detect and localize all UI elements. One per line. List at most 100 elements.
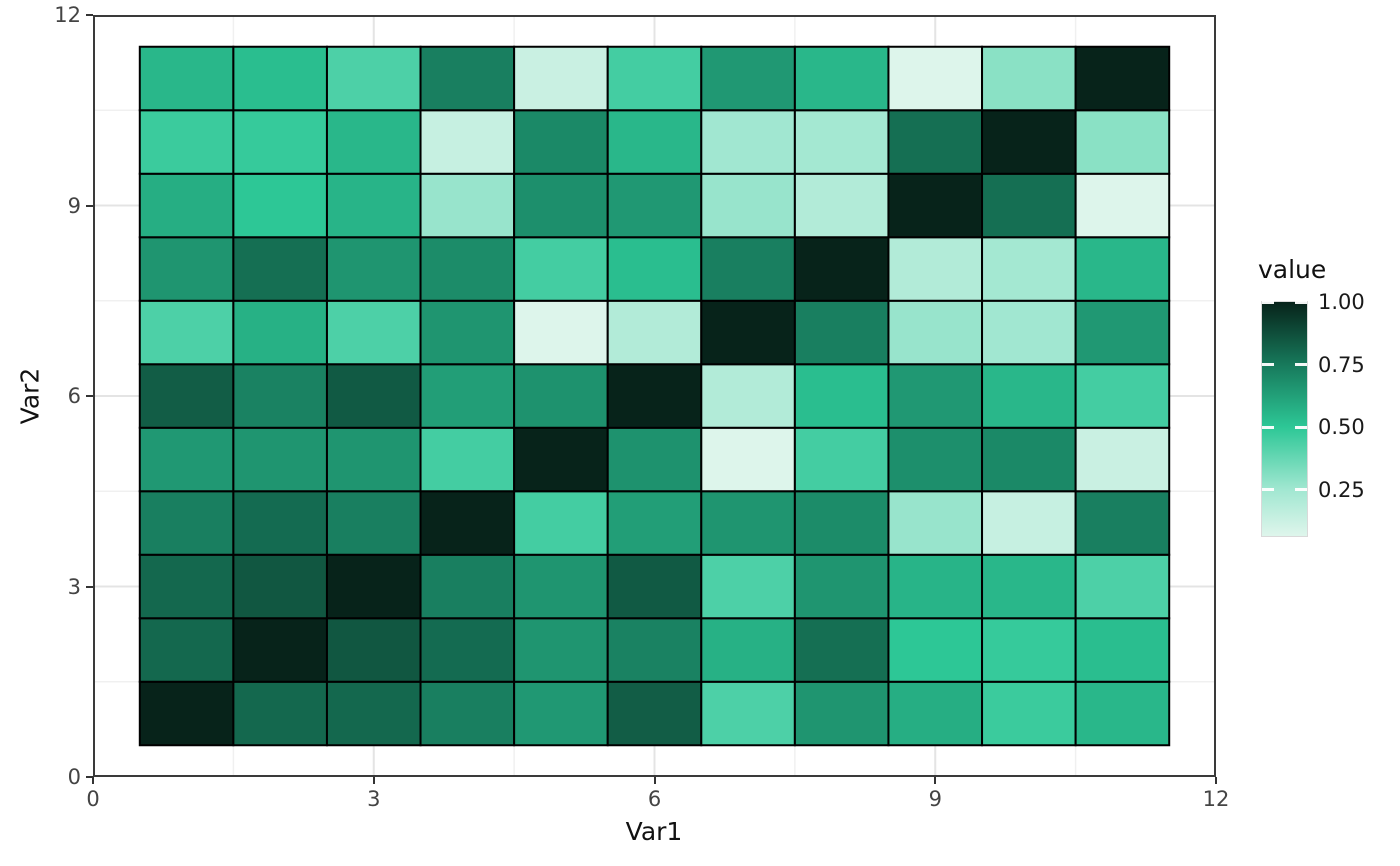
heatmap-tile bbox=[232, 299, 328, 366]
heatmap-tile bbox=[981, 553, 1077, 620]
heatmap-tile bbox=[981, 109, 1077, 175]
heatmap-tile bbox=[700, 363, 796, 429]
heatmap-tile bbox=[1074, 236, 1171, 302]
heatmap-tile bbox=[606, 45, 703, 112]
heatmap-grid bbox=[93, 15, 1216, 777]
heatmap-tile bbox=[793, 553, 890, 620]
heatmap-tile bbox=[887, 617, 984, 683]
heatmap-tile bbox=[419, 363, 516, 429]
legend-tick-mark bbox=[1262, 363, 1274, 367]
heatmap-tile bbox=[419, 45, 516, 112]
heatmap-tile bbox=[887, 363, 984, 429]
x-tick-label: 3 bbox=[367, 787, 381, 811]
heatmap-tile bbox=[513, 363, 609, 429]
x-tick-mark bbox=[934, 777, 937, 784]
heatmap-tile bbox=[325, 299, 422, 366]
heatmap-tile bbox=[887, 299, 984, 366]
heatmap-tile bbox=[981, 172, 1077, 239]
heatmap-tile bbox=[419, 299, 516, 366]
heatmap-tile bbox=[419, 172, 516, 239]
heatmap-tile bbox=[606, 299, 703, 366]
y-tick-label: 0 bbox=[67, 765, 81, 789]
heatmap-tile bbox=[887, 680, 984, 747]
heatmap-tile bbox=[606, 617, 703, 683]
heatmap-tile bbox=[513, 617, 609, 683]
heatmap-tile bbox=[138, 109, 235, 175]
legend-tick-mark bbox=[1295, 363, 1307, 367]
heatmap-tile bbox=[138, 680, 235, 747]
y-axis-title: Var2 bbox=[15, 367, 45, 425]
heatmap-tile bbox=[793, 45, 890, 112]
heatmap-tile bbox=[325, 426, 422, 493]
plot-panel bbox=[93, 15, 1216, 777]
heatmap-tile bbox=[138, 236, 235, 302]
heatmap-tile bbox=[606, 680, 703, 747]
heatmap-tile bbox=[887, 45, 984, 112]
heatmap-tile bbox=[700, 426, 796, 493]
heatmap-tile bbox=[419, 236, 516, 302]
heatmap-tile bbox=[232, 109, 328, 175]
heatmap-tile bbox=[606, 553, 703, 620]
heatmap-tile bbox=[700, 553, 796, 620]
heatmap-tile bbox=[513, 426, 609, 493]
heatmap-tile bbox=[513, 299, 609, 366]
heatmap-tile bbox=[793, 236, 890, 302]
legend-tick-label: 0.75 bbox=[1318, 352, 1365, 377]
legend-tick-label: 1.00 bbox=[1318, 290, 1365, 314]
x-axis-title: Var1 bbox=[625, 817, 683, 846]
heatmap-tile bbox=[793, 490, 890, 556]
y-tick-mark bbox=[86, 204, 93, 207]
heatmap-tile bbox=[325, 109, 422, 175]
heatmap-tile bbox=[419, 109, 516, 175]
heatmap-tile bbox=[606, 172, 703, 239]
heatmap-tile bbox=[700, 299, 796, 366]
heatmap-tile bbox=[793, 109, 890, 175]
heatmap-tile bbox=[232, 363, 328, 429]
heatmap-tile bbox=[138, 617, 235, 683]
heatmap-tile bbox=[981, 426, 1077, 493]
heatmap-tile bbox=[325, 45, 422, 112]
heatmap-tile bbox=[232, 617, 328, 683]
heatmap-tile bbox=[138, 490, 235, 556]
heatmap-tile bbox=[419, 680, 516, 747]
heatmap-tile bbox=[1074, 680, 1171, 747]
heatmap-tile bbox=[981, 45, 1077, 112]
heatmap-tile bbox=[700, 45, 796, 112]
heatmap-tile bbox=[419, 617, 516, 683]
legend-tick-mark bbox=[1295, 300, 1307, 304]
heatmap-tile bbox=[419, 553, 516, 620]
heatmap-tile bbox=[981, 236, 1077, 302]
heatmap-tile bbox=[981, 299, 1077, 366]
heatmap-tile bbox=[700, 236, 796, 302]
heatmap-tile bbox=[1074, 299, 1171, 366]
legend-tick-label: 0.25 bbox=[1318, 477, 1365, 502]
legend-colorbar bbox=[1261, 301, 1308, 537]
heatmap-tile bbox=[232, 680, 328, 747]
heatmap-tile bbox=[981, 363, 1077, 429]
heatmap-tile bbox=[138, 299, 235, 366]
heatmap-tile bbox=[513, 45, 609, 112]
heatmap-tile bbox=[138, 363, 235, 429]
heatmap-tile bbox=[700, 172, 796, 239]
heatmap-tile bbox=[1074, 553, 1171, 620]
heatmap-tile bbox=[1074, 45, 1171, 112]
y-tick-label: 3 bbox=[67, 574, 81, 599]
heatmap-tile bbox=[700, 617, 796, 683]
heatmap-tile bbox=[419, 490, 516, 556]
x-tick-label: 6 bbox=[647, 787, 662, 811]
x-tick-mark bbox=[653, 777, 656, 784]
heatmap-tile bbox=[793, 680, 890, 747]
legend-tick-mark bbox=[1262, 300, 1274, 304]
legend-tick-mark bbox=[1295, 488, 1307, 492]
heatmap-tile bbox=[793, 299, 890, 366]
heatmap-tile bbox=[513, 490, 609, 556]
y-tick-mark bbox=[86, 14, 93, 16]
heatmap-tile bbox=[793, 617, 890, 683]
x-tick-mark bbox=[372, 777, 375, 784]
x-tick-label: 12 bbox=[1202, 787, 1230, 811]
heatmap-tile bbox=[887, 553, 984, 620]
heatmap-tile bbox=[700, 490, 796, 556]
y-tick-mark bbox=[86, 585, 93, 588]
heatmap-tile bbox=[793, 426, 890, 493]
y-tick-label: 12 bbox=[54, 3, 81, 27]
